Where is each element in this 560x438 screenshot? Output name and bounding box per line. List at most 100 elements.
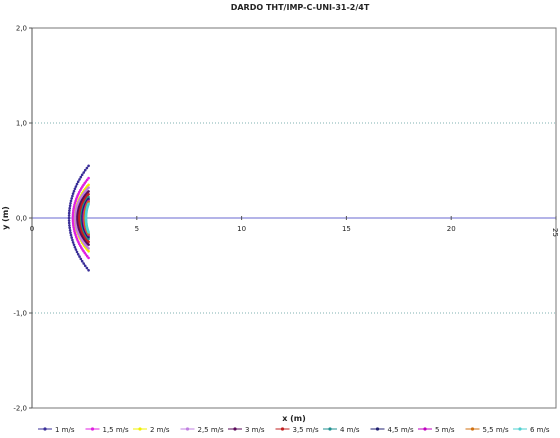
x-tick-label: 20 xyxy=(447,225,456,233)
series-point xyxy=(67,214,71,217)
legend-item: 1 m/s xyxy=(38,426,75,434)
series-point xyxy=(71,238,74,242)
legend-item: 5,5 m/s xyxy=(465,426,510,434)
series-point xyxy=(71,222,75,225)
series-point xyxy=(87,243,90,246)
y-tick-label: 2,0 xyxy=(16,25,27,33)
legend-item: 2,5 m/s xyxy=(180,426,225,434)
series-1-5-m-s xyxy=(71,176,90,260)
series-3-5-m-s xyxy=(78,193,90,244)
series-point xyxy=(71,194,74,198)
legend-item: 3 m/s xyxy=(228,426,265,434)
series-point xyxy=(85,166,89,170)
series-point xyxy=(67,211,71,215)
series-point xyxy=(71,211,75,214)
series-point xyxy=(68,209,71,212)
legend-swatch-marker xyxy=(138,427,142,431)
series-point xyxy=(87,164,90,168)
series-point xyxy=(80,259,84,263)
series-point xyxy=(78,255,81,258)
axes: 2,01,00,0-1,0-2,00510152025 xyxy=(13,25,559,413)
y-tick-label: 0,0 xyxy=(16,215,27,223)
series-point xyxy=(69,199,73,203)
series-group xyxy=(67,164,90,272)
series-point xyxy=(67,221,71,225)
legend-item: 4,5 m/s xyxy=(370,426,415,434)
series-point xyxy=(69,233,73,237)
series-point xyxy=(68,204,72,207)
series-1-m-s xyxy=(67,164,90,272)
series-point xyxy=(68,206,71,210)
legend-item: 4 m/s xyxy=(323,426,360,434)
legend-label: 5 m/s xyxy=(435,426,455,434)
series-point xyxy=(80,173,84,177)
series-point xyxy=(67,216,71,220)
series-point xyxy=(78,178,81,181)
legend-swatch-marker xyxy=(328,427,332,431)
series-point xyxy=(75,182,79,186)
legend-swatch-marker xyxy=(233,427,237,431)
legend-label: 2 m/s xyxy=(150,426,170,434)
x-tick-label: 25 xyxy=(551,228,559,237)
series-point xyxy=(73,187,77,191)
series-point xyxy=(71,212,75,216)
series-point xyxy=(87,269,90,272)
series-point xyxy=(68,226,71,230)
y-tick-label: 1,0 xyxy=(16,120,27,128)
legend-item: 6 m/s xyxy=(513,426,550,434)
legend-label: 6 m/s xyxy=(530,426,550,434)
legend-swatch-marker xyxy=(423,427,427,431)
series-point xyxy=(71,192,75,195)
legend-label: 5,5 m/s xyxy=(483,426,510,434)
series-point xyxy=(76,180,80,183)
series-point xyxy=(87,247,90,250)
series-point xyxy=(82,262,85,265)
y-axis-title: y (m) xyxy=(1,206,10,230)
legend-swatch-marker xyxy=(185,427,190,431)
legend-item: 1,5 m/s xyxy=(85,426,129,434)
legend-label: 4,5 m/s xyxy=(388,426,415,434)
legend-swatch-marker xyxy=(470,427,475,431)
series-point xyxy=(69,231,72,234)
legend-swatch-marker xyxy=(375,427,380,431)
series-6-m-s xyxy=(84,202,90,234)
series-point xyxy=(85,266,89,270)
series-point xyxy=(72,189,76,193)
legend: 1 m/s 1,5 m/s 2 m/s 2,5 m/s 3 m/s 3,5 m/s 4 m/… xyxy=(38,426,550,434)
series-point xyxy=(70,197,73,200)
series-point xyxy=(73,245,77,249)
series-point xyxy=(74,185,78,188)
series-point xyxy=(71,214,75,218)
series-point xyxy=(87,237,90,241)
legend-swatch-marker xyxy=(518,427,522,431)
series-point xyxy=(75,250,79,254)
series-point xyxy=(87,231,90,234)
legend-label: 4 m/s xyxy=(340,426,360,434)
x-tick-label: 15 xyxy=(342,225,351,233)
series-point xyxy=(87,232,90,236)
series-point xyxy=(79,257,83,261)
grid-lines xyxy=(32,122,556,314)
legend-label: 2,5 m/s xyxy=(198,426,225,434)
series-point xyxy=(69,202,72,205)
legend-item: 2 m/s xyxy=(133,426,170,434)
series-point xyxy=(71,241,75,244)
series-point xyxy=(82,171,85,174)
series-point xyxy=(83,168,87,172)
legend-swatch-marker xyxy=(280,427,285,431)
x-axis-title: x (m) xyxy=(282,414,306,423)
series-point xyxy=(87,235,90,239)
series-point xyxy=(67,219,71,222)
series-point xyxy=(71,216,75,220)
series-point xyxy=(71,218,75,222)
chart-title: DARDO THT/IMP-C-UNI-31-2/4T xyxy=(231,3,370,12)
legend-label: 3,5 m/s xyxy=(293,426,320,434)
series-point xyxy=(76,253,80,256)
x-tick-label: 5 xyxy=(135,225,139,233)
series-point xyxy=(83,264,87,268)
legend-item: 5 m/s xyxy=(418,426,455,434)
legend-item: 3,5 m/s xyxy=(275,426,320,434)
series-point xyxy=(87,256,90,260)
